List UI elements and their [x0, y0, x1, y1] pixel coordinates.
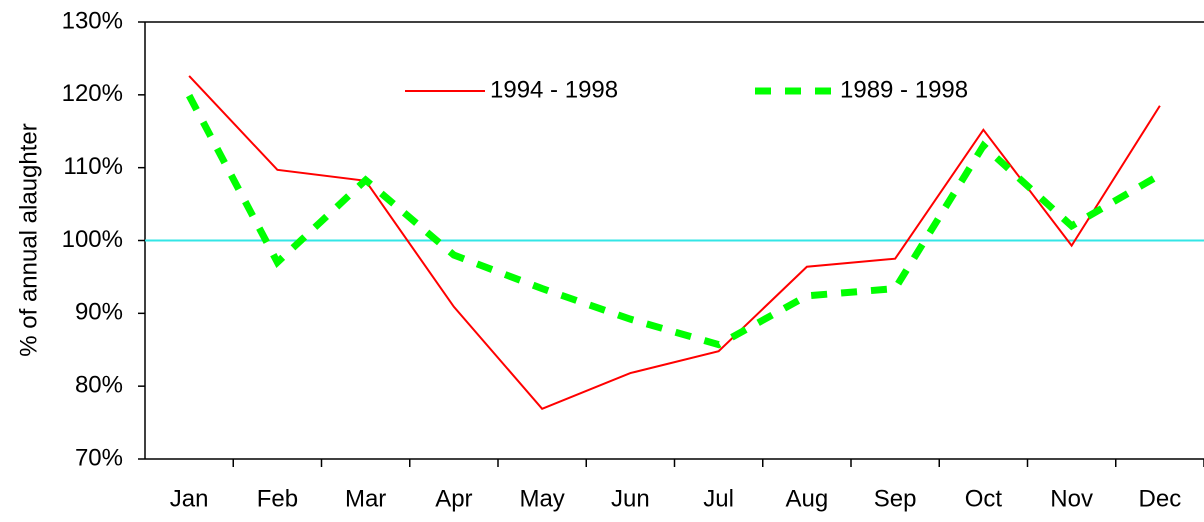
x-tick-label: Jan — [170, 485, 209, 512]
y-tick-label: 90% — [75, 299, 123, 326]
y-tick-label: 130% — [62, 7, 123, 34]
y-tick-label: 120% — [62, 80, 123, 107]
x-tick-label: Jul — [703, 485, 734, 512]
x-tick-label: Mar — [345, 485, 386, 512]
y-tick-label: 110% — [63, 153, 123, 180]
y-tick-label: 70% — [75, 444, 123, 471]
x-tick-label: May — [519, 485, 564, 512]
x-tick-label: Jun — [611, 485, 650, 512]
y-tick-label: 100% — [62, 226, 123, 253]
y-axis-label: % of annual alaughter — [15, 123, 42, 357]
x-tick-label: Aug — [786, 485, 829, 512]
y-tick-label: 80% — [75, 372, 123, 399]
x-tick-label: Oct — [965, 485, 1003, 512]
x-tick-label: Feb — [257, 485, 298, 512]
series-line — [188, 75, 1161, 410]
legend-label: 1989 - 1998 — [840, 76, 968, 103]
x-tick-label: Sep — [874, 485, 917, 512]
legend-label: 1994 - 1998 — [490, 76, 618, 103]
series-line — [186, 93, 1162, 349]
x-tick-label: Apr — [435, 485, 472, 512]
x-tick-label: Nov — [1050, 485, 1093, 512]
x-tick-label: Dec — [1139, 485, 1182, 512]
